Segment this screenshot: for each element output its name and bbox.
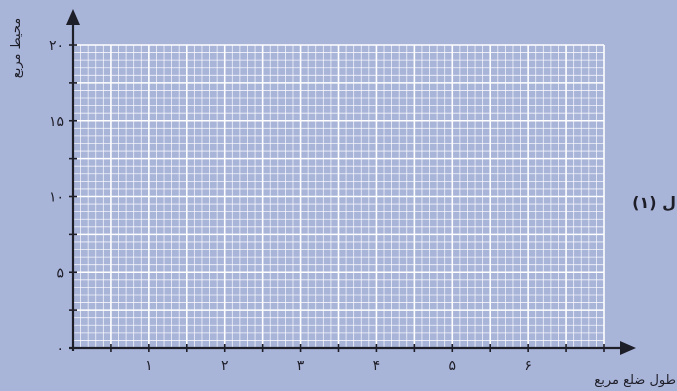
x-tick-label: ۴	[373, 358, 381, 374]
y-tick-label: ۱۵	[49, 114, 64, 130]
grid	[72, 44, 605, 349]
tick-marks	[69, 44, 605, 352]
x-tick-label: ۵	[449, 358, 457, 374]
axes	[66, 9, 636, 355]
tick-labels: ۱ ۲ ۳ ۴ ۵ ۶ ۰ ۵ ۱۰ ۱۵ ۲۰	[49, 38, 532, 374]
x-tick-label: ۳	[297, 358, 305, 374]
x-tick-label: ۱	[145, 358, 153, 374]
x-axis-title: طول ضلع مربع	[594, 373, 676, 388]
y-tick-label: ۲۰	[49, 38, 64, 54]
x-tick-label: ۲	[221, 358, 229, 374]
y-axis-arrow-icon	[66, 9, 80, 25]
y-tick-label: ۱۰	[49, 190, 64, 206]
y-tick-label: ۰	[56, 341, 64, 357]
x-tick-label: ۶	[524, 358, 532, 374]
figure-label: ل (۱)	[632, 193, 676, 212]
x-axis-arrow-icon	[620, 341, 636, 355]
y-axis-title: محيط مربع	[9, 18, 24, 78]
y-tick-label: ۵	[56, 265, 64, 281]
